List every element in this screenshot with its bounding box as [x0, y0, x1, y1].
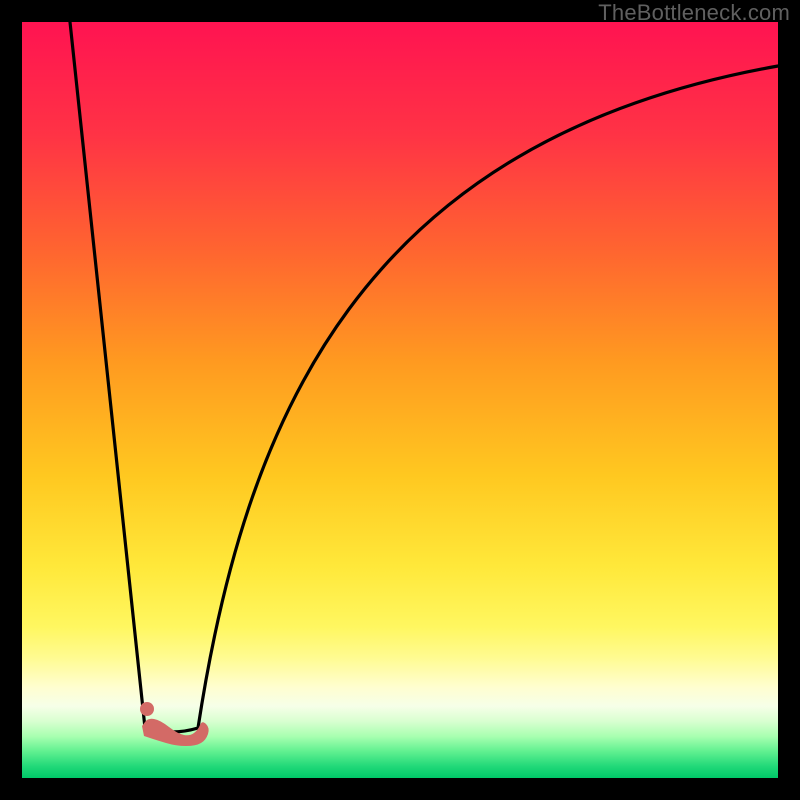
plot-background: [22, 22, 778, 778]
frame-bottom: [0, 778, 800, 800]
bottleneck-chart: [0, 0, 800, 800]
frame-left: [0, 0, 22, 800]
valley-marker-dot: [140, 702, 154, 716]
frame-right: [778, 0, 800, 800]
chart-container: TheBottleneck.com: [0, 0, 800, 800]
watermark-text: TheBottleneck.com: [598, 0, 790, 26]
